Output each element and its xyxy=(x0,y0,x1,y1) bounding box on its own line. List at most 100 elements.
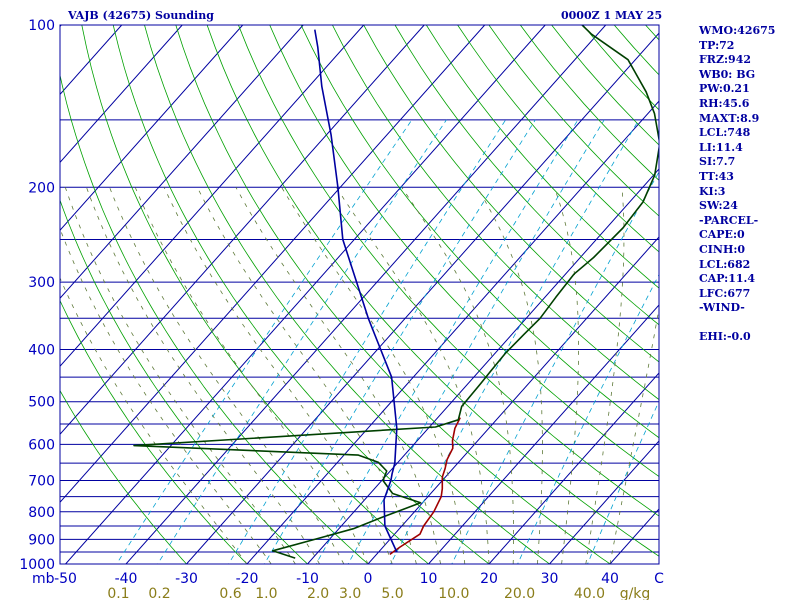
mixing-ratio-axis-label: g/kg xyxy=(620,586,651,600)
stability-indices-list: WMO:42675 TP:72 FRZ:942 WB0: BG PW:0.21 RH:45… xyxy=(699,24,775,345)
moist-adiabat-line xyxy=(196,187,417,564)
mixing-ratio-tick-label: 3.0 xyxy=(339,586,361,600)
pressure-tick-label: 300 xyxy=(28,275,55,291)
moist-adiabat-line xyxy=(60,227,272,564)
pressure-axis-label: mb xyxy=(32,571,55,587)
pressure-tick-label: 1000 xyxy=(19,557,55,573)
isotherm-line xyxy=(60,25,183,164)
mixing-ratio-line xyxy=(347,119,605,564)
index-item: PW:0.21 xyxy=(699,82,750,96)
pressure-tick-label: 100 xyxy=(28,18,55,34)
dry-adiabat-line xyxy=(269,25,659,478)
background-grid xyxy=(0,25,659,564)
temperature-tick-label: -10 xyxy=(296,571,319,587)
pressure-tick-label: 800 xyxy=(28,505,55,521)
mixing-ratio-tick-label: 0.1 xyxy=(107,586,129,600)
pressure-tick-label: 200 xyxy=(28,180,55,196)
dry-adiabat-line xyxy=(60,73,369,564)
dry-adiabat-line xyxy=(457,25,659,253)
moist-adiabat-line xyxy=(335,187,490,564)
mixing-ratio-tick-label: 0.2 xyxy=(148,586,170,600)
isotherm-line xyxy=(60,25,425,435)
temperature-tick-label: 10 xyxy=(420,571,438,587)
isotherm-line xyxy=(307,168,659,564)
moist-adiabat-line xyxy=(609,306,659,564)
index-item: TP:72 xyxy=(699,38,735,52)
temperature-tick-label: 30 xyxy=(541,571,559,587)
dry-adiabat-line xyxy=(60,299,248,564)
mixing-ratio-line xyxy=(116,119,413,564)
moist-adiabat-line xyxy=(476,187,543,564)
plot-frame xyxy=(59,24,660,565)
mixing-ratio-line xyxy=(390,119,640,564)
moist-adiabat-line xyxy=(235,187,441,564)
index-item: EHI:-0.0 xyxy=(699,330,751,344)
temperature-tick-label: 20 xyxy=(480,571,498,587)
sounding-time: 0000Z 1 MAY 25 xyxy=(561,9,663,22)
chart-title: VAJB (42675) Sounding xyxy=(68,9,214,22)
pressure-tick-label: 600 xyxy=(28,437,55,453)
index-item: WB0: BG xyxy=(699,67,756,81)
index-item: CAPE:0 xyxy=(699,228,745,242)
dry-adiabat-line xyxy=(238,25,659,517)
isotherm-line xyxy=(488,372,659,564)
index-item: KI:3 xyxy=(699,184,726,198)
mixing-ratio-tick-label: 10.0 xyxy=(438,586,469,600)
dry-adiabat-line xyxy=(60,389,188,564)
moist-adiabat-line xyxy=(281,187,466,564)
isotherm-line xyxy=(428,304,659,564)
index-item: LI:11.4 xyxy=(699,140,743,154)
moist-adiabat-line xyxy=(585,187,625,564)
mixing-ratio-line xyxy=(157,119,447,564)
isotherm-line xyxy=(125,25,607,564)
temperature-tick-label: -40 xyxy=(115,571,138,587)
temperature-axis-label: C xyxy=(654,571,664,587)
index-item: LFC:677 xyxy=(699,286,751,300)
pressure-tick-label: 900 xyxy=(28,532,55,548)
index-item: WMO:42675 xyxy=(699,24,776,37)
dry-adiabat-line xyxy=(332,25,659,401)
mixing-ratio-tick-label: 0.6 xyxy=(219,586,241,600)
mixing-ratio-line xyxy=(451,171,659,564)
moist-adiabat-line xyxy=(86,187,320,564)
mixing-ratio-tick-label: 40.0 xyxy=(574,586,605,600)
temperature-tick-label: 40 xyxy=(601,571,619,587)
dry-adiabat-line xyxy=(175,25,611,564)
temperature-tick-label: -50 xyxy=(54,571,77,587)
index-item: MAXT:8.9 xyxy=(699,111,760,125)
isotherm-line xyxy=(246,100,659,564)
index-item: TT:43 xyxy=(699,169,734,183)
isotherm-line xyxy=(60,25,486,503)
dry-adiabat-line xyxy=(425,25,659,289)
isotherm-line xyxy=(60,25,365,367)
mixing-ratio-tick-label: 1.0 xyxy=(255,586,277,600)
temperature-tick-label: -30 xyxy=(175,571,198,587)
temperature-tick-label: 0 xyxy=(364,571,373,587)
mixing-ratio-tick-label: 5.0 xyxy=(381,586,403,600)
dry-adiabat-line xyxy=(81,25,430,564)
index-item: LCL:748 xyxy=(699,126,751,140)
dry-adiabat-line xyxy=(112,25,490,564)
index-item: SW:24 xyxy=(699,199,738,213)
isotherm-line xyxy=(60,25,244,232)
index-item: -PARCEL- xyxy=(699,213,759,227)
dry-adiabat-line xyxy=(300,25,659,439)
moist-adiabat-line xyxy=(134,187,369,564)
pressure-tick-label: 500 xyxy=(28,395,55,411)
isotherm-line xyxy=(0,25,1,564)
temperature-line xyxy=(389,417,461,556)
dry-adiabat-line xyxy=(363,25,659,363)
index-item: LCL:682 xyxy=(699,257,751,271)
isotherm-line xyxy=(549,440,659,564)
index-item: RH:45.6 xyxy=(699,96,750,110)
plot-background xyxy=(60,25,659,564)
parcel-line xyxy=(314,29,398,553)
mixing-ratio-line xyxy=(587,400,659,564)
index-item: SI:7.7 xyxy=(699,155,736,169)
mixing-ratio-tick-label: 20.0 xyxy=(504,586,535,600)
moist-adiabat-line xyxy=(109,187,345,564)
temperature-tick-label: -20 xyxy=(236,571,259,587)
isotherm-line xyxy=(65,25,546,564)
